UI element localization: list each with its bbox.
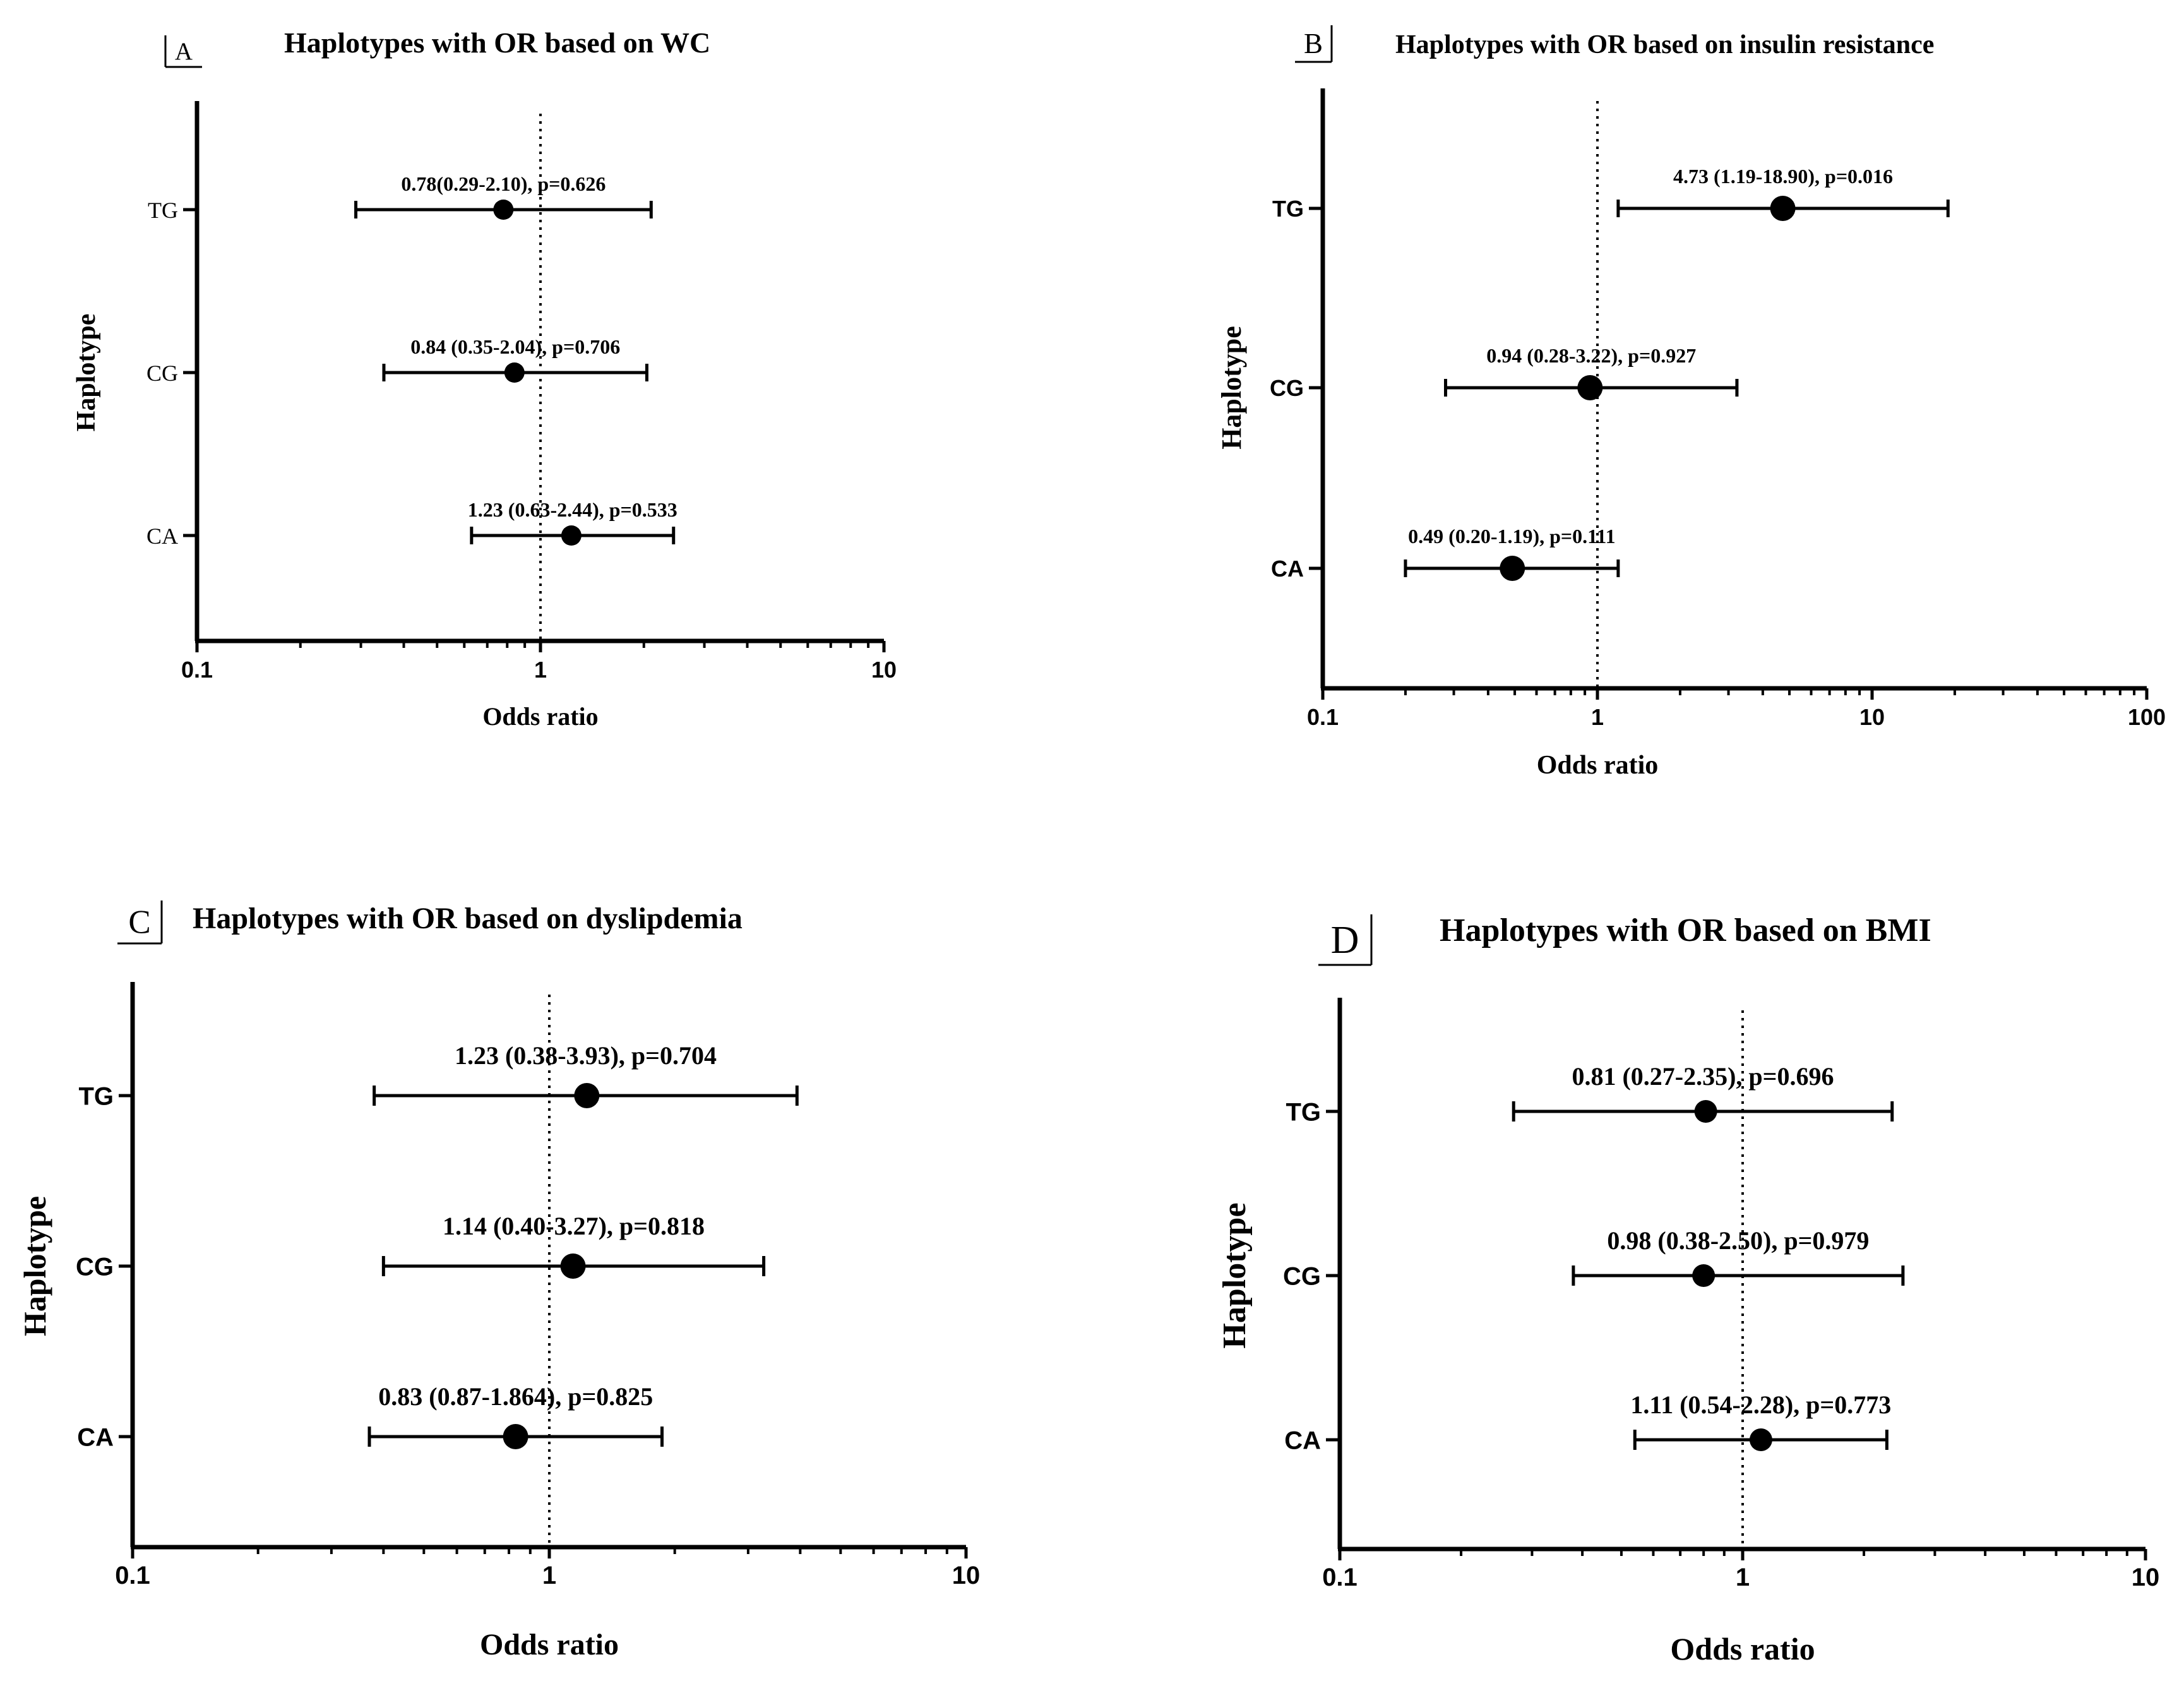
- panel-label: D: [1331, 919, 1359, 962]
- x-tick-label: 0.1: [1322, 1564, 1358, 1591]
- row-ca: CA 0.49 (0.20-1.19), p=0.111: [1271, 525, 1620, 582]
- y-axis-label: Haplotype: [17, 1196, 52, 1336]
- data-label: 4.73 (1.19-18.90), p=0.016: [1673, 165, 1893, 188]
- row-ca: CA 0.83 (0.87-1.864), p=0.825: [77, 1382, 664, 1451]
- point-estimate: [503, 1424, 528, 1449]
- x-tick-label: 10: [1859, 704, 1885, 730]
- row-cg: CG 0.94 (0.28-3.22), p=0.927: [1270, 344, 1739, 401]
- row-tg: TG 0.81 (0.27-2.35), p=0.696: [1286, 1062, 1894, 1126]
- y-axis-label: Haplotype: [1216, 326, 1247, 450]
- row-cg: CG 1.14 (0.40-3.27), p=0.818: [76, 1212, 766, 1281]
- panel-b: B Haplotypes with OR based on insulin res…: [1216, 25, 2166, 780]
- x-tick-label: 1: [542, 1562, 556, 1589]
- data-label: 1.23 (0.38-3.93), p=0.704: [455, 1041, 717, 1070]
- x-axis-label: Odds ratio: [1537, 751, 1659, 780]
- y-tick-label: CA: [1284, 1427, 1321, 1454]
- point-estimate: [1500, 556, 1525, 581]
- y-axis-label: Haplotype: [1217, 1202, 1253, 1348]
- row-ca: CA 1.23 (0.63-2.44), p=0.533: [146, 498, 677, 549]
- panel-label: B: [1304, 28, 1323, 59]
- point-estimate: [561, 525, 582, 546]
- point-estimate: [1577, 375, 1603, 400]
- point-estimate: [560, 1253, 586, 1279]
- y-tick-label: TG: [148, 198, 178, 223]
- chart-title: Haplotypes with OR based on BMI: [1440, 912, 1931, 948]
- data-label: 1.11 (0.54-2.28), p=0.773: [1630, 1391, 1891, 1419]
- row-cg: CG 0.84 (0.35-2.04), p=0.706: [146, 335, 648, 386]
- point-estimate: [1692, 1264, 1716, 1287]
- chart-title: Haplotypes with OR based on WC: [284, 27, 710, 59]
- panel-a: A Haplotypes with OR based on WC 0.1 1 10 Odd…: [72, 27, 897, 731]
- y-tick-label: CA: [1271, 556, 1304, 582]
- x-tick-label: 10: [952, 1562, 981, 1589]
- row-cg: CG 0.98 (0.38-2.50), p=0.979: [1283, 1226, 1905, 1290]
- data-label: 0.94 (0.28-3.22), p=0.927: [1486, 344, 1696, 367]
- x-tick-label: 10: [2132, 1564, 2160, 1591]
- data-label: 0.81 (0.27-2.35), p=0.696: [1572, 1062, 1834, 1091]
- x-axis-label: Odds ratio: [482, 702, 598, 731]
- y-tick-label: CA: [77, 1423, 114, 1451]
- panel-d: D Haplotypes with OR based on BMI 0.1 1 10 Od…: [1217, 912, 2159, 1666]
- point-estimate: [1770, 196, 1796, 221]
- data-label: 0.83 (0.87-1.864), p=0.825: [378, 1382, 653, 1411]
- data-label: 1.14 (0.40-3.27), p=0.818: [443, 1212, 705, 1240]
- point-estimate: [1694, 1100, 1717, 1123]
- panel-c: C Haplotypes with OR based on dyslipdemia…: [17, 900, 980, 1661]
- panel-label-box: A: [164, 35, 202, 68]
- data-label: 0.98 (0.38-2.50), p=0.979: [1607, 1226, 1869, 1255]
- x-tick-label: 0.1: [115, 1562, 150, 1589]
- y-tick-label: TG: [1286, 1098, 1321, 1126]
- row-ca: CA 1.11 (0.54-2.28), p=0.773: [1284, 1391, 1891, 1454]
- panel-label-box: B: [1295, 25, 1333, 63]
- y-tick-label: CG: [1283, 1262, 1321, 1290]
- point-estimate: [504, 362, 525, 383]
- data-label: 0.84 (0.35-2.04), p=0.706: [410, 335, 620, 358]
- y-tick-label: TG: [1272, 196, 1304, 222]
- x-tick-label: 10: [871, 657, 897, 683]
- chart-title: Haplotypes with OR based on dyslipdemia: [193, 902, 743, 935]
- x-axis-label: Odds ratio: [480, 1628, 619, 1661]
- y-tick-label: CA: [146, 523, 178, 549]
- y-tick-label: CG: [1270, 375, 1304, 401]
- y-axis-label: Haplotype: [72, 314, 101, 432]
- x-tick-label: 1: [1591, 704, 1604, 730]
- y-tick-label: CG: [76, 1253, 114, 1281]
- y-tick-label: CG: [146, 361, 178, 386]
- x-tick-label: 1: [1736, 1564, 1750, 1591]
- x-tick-label: 1: [534, 657, 547, 683]
- data-label: 0.78(0.29-2.10), p=0.626: [401, 172, 606, 195]
- row-tg: TG 4.73 (1.19-18.90), p=0.016: [1272, 165, 1950, 222]
- point-estimate: [574, 1083, 600, 1108]
- row-tg: TG 0.78(0.29-2.10), p=0.626: [148, 172, 653, 223]
- panel-label-box: D: [1318, 914, 1373, 966]
- chart-title: Haplotypes with OR based on insulin resi…: [1395, 30, 1934, 59]
- point-estimate: [493, 200, 514, 220]
- point-estimate: [1749, 1428, 1772, 1451]
- panel-label: C: [128, 904, 150, 941]
- panel-label-box: C: [117, 900, 163, 945]
- x-tick-label: 0.1: [181, 657, 213, 683]
- data-label: 0.49 (0.20-1.19), p=0.111: [1408, 525, 1615, 547]
- x-tick-label: 100: [2128, 704, 2166, 730]
- x-axis-label: Odds ratio: [1670, 1631, 1815, 1666]
- data-label: 1.23 (0.63-2.44), p=0.533: [468, 498, 677, 521]
- x-tick-label: 0.1: [1307, 704, 1339, 730]
- y-tick-label: TG: [78, 1082, 114, 1110]
- panel-label: A: [175, 38, 193, 65]
- row-tg: TG 1.23 (0.38-3.93), p=0.704: [78, 1041, 799, 1110]
